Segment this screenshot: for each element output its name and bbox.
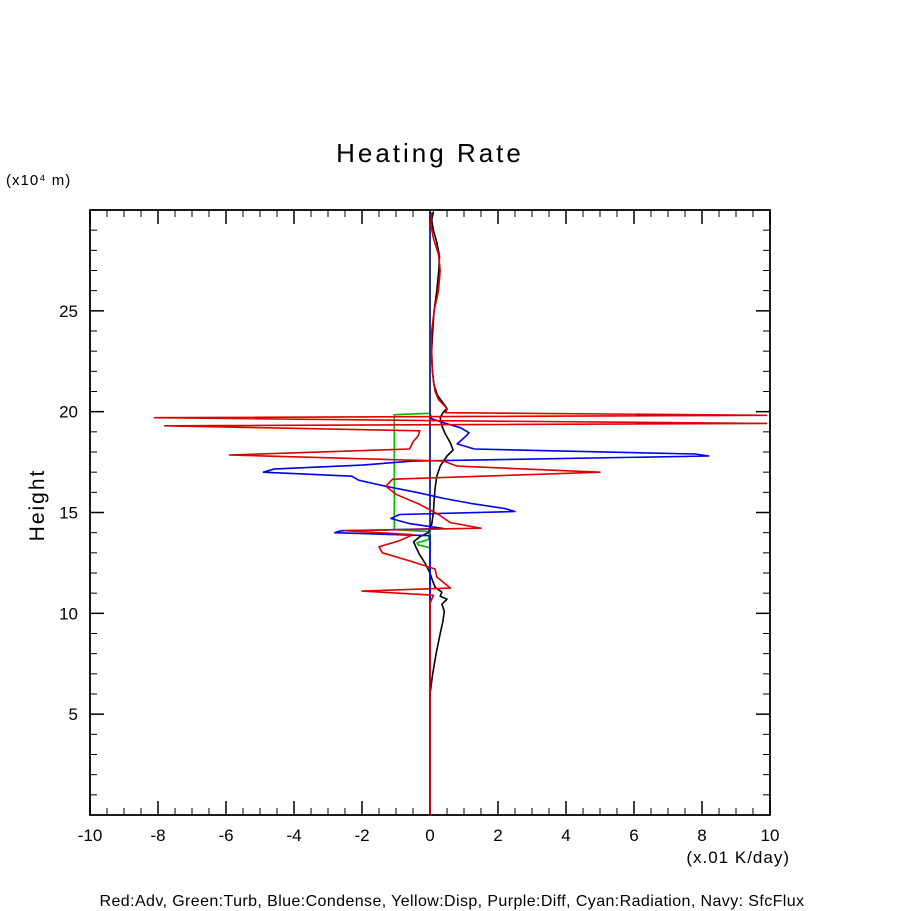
y-tick-label: 25	[59, 302, 78, 321]
x-tick-label: 6	[629, 826, 638, 845]
x-tick-label: -8	[150, 826, 165, 845]
y-tick-label: 5	[69, 705, 78, 724]
x-tick-label: 4	[561, 826, 570, 845]
series-black-curve-line	[412, 211, 454, 816]
series-red-adv-line	[153, 212, 768, 816]
y-tick-label: 15	[59, 504, 78, 523]
x-tick-label: -10	[78, 826, 103, 845]
y-tick-label: 10	[59, 604, 78, 623]
x-tick-label: -2	[354, 826, 369, 845]
x-tick-label: 8	[697, 826, 706, 845]
x-tick-label: -4	[286, 826, 301, 845]
series-blue-condense-line	[262, 412, 710, 816]
legend-text: Red:Adv, Green:Turb, Blue:Condense, Yell…	[99, 893, 805, 910]
chart-title: Heating Rate	[336, 138, 524, 168]
y-tick-label: 20	[59, 403, 78, 422]
x-tick-label: 0	[425, 826, 434, 845]
x-tick-label: -6	[218, 826, 233, 845]
x-axis-unit-label: (x.01 K/day)	[686, 848, 790, 867]
y-axis-unit-label: (x10⁴ m)	[6, 172, 72, 189]
series-green-turb-line	[393, 412, 431, 549]
x-tick-label: 10	[761, 826, 780, 845]
x-tick-label: 2	[493, 826, 502, 845]
